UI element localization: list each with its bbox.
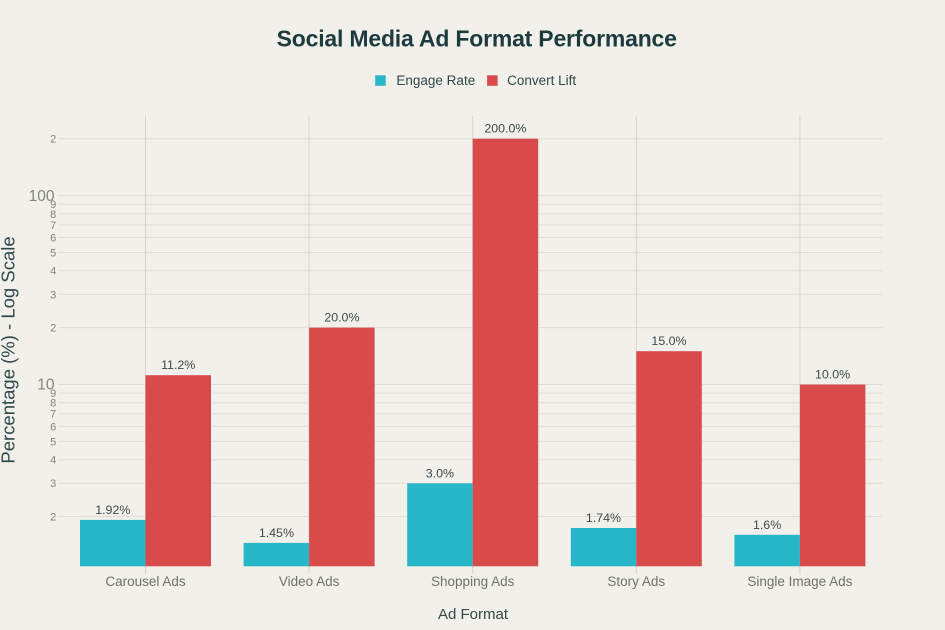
svg-text:Convert Lift: Convert Lift (507, 73, 576, 88)
svg-text:8: 8 (50, 398, 56, 410)
svg-text:6: 6 (50, 232, 56, 244)
svg-text:Social Media Ad Format Perform: Social Media Ad Format Performance (277, 26, 677, 52)
svg-text:6: 6 (50, 421, 56, 433)
svg-text:Carousel Ads: Carousel Ads (105, 574, 186, 589)
svg-text:3: 3 (50, 289, 56, 301)
svg-text:15.0%: 15.0% (651, 334, 686, 348)
svg-text:Shopping Ads: Shopping Ads (431, 574, 515, 589)
svg-text:9: 9 (50, 199, 56, 211)
svg-text:200.0%: 200.0% (484, 122, 526, 136)
svg-text:Single Image Ads: Single Image Ads (747, 574, 852, 589)
svg-text:Video Ads: Video Ads (279, 574, 340, 589)
svg-text:3: 3 (50, 478, 56, 490)
svg-text:10.0%: 10.0% (815, 368, 850, 382)
svg-text:2: 2 (50, 511, 56, 523)
svg-text:1.6%: 1.6% (753, 518, 781, 532)
svg-text:100: 100 (29, 188, 55, 205)
svg-text:1.92%: 1.92% (95, 503, 130, 517)
svg-text:11.2%: 11.2% (161, 358, 195, 372)
svg-text:5: 5 (50, 247, 56, 259)
svg-text:Ad Format: Ad Format (438, 606, 509, 623)
svg-text:3.0%: 3.0% (426, 466, 454, 480)
svg-text:20.0%: 20.0% (324, 311, 359, 325)
svg-text:9: 9 (50, 388, 56, 400)
svg-text:Story Ads: Story Ads (607, 574, 665, 589)
svg-text:Engage Rate: Engage Rate (396, 73, 475, 88)
svg-text:4: 4 (50, 455, 56, 467)
svg-text:1.45%: 1.45% (259, 526, 294, 540)
svg-text:4: 4 (50, 266, 56, 278)
svg-text:7: 7 (50, 220, 56, 232)
svg-text:Percentage (%) - Log Scale: Percentage (%) - Log Scale (0, 236, 19, 463)
svg-text:8: 8 (50, 209, 56, 221)
svg-text:1.74%: 1.74% (586, 511, 621, 525)
svg-text:5: 5 (50, 436, 56, 448)
svg-text:2: 2 (50, 323, 56, 335)
svg-text:7: 7 (50, 409, 56, 421)
svg-text:2: 2 (50, 134, 56, 146)
svg-text:10: 10 (37, 377, 55, 394)
